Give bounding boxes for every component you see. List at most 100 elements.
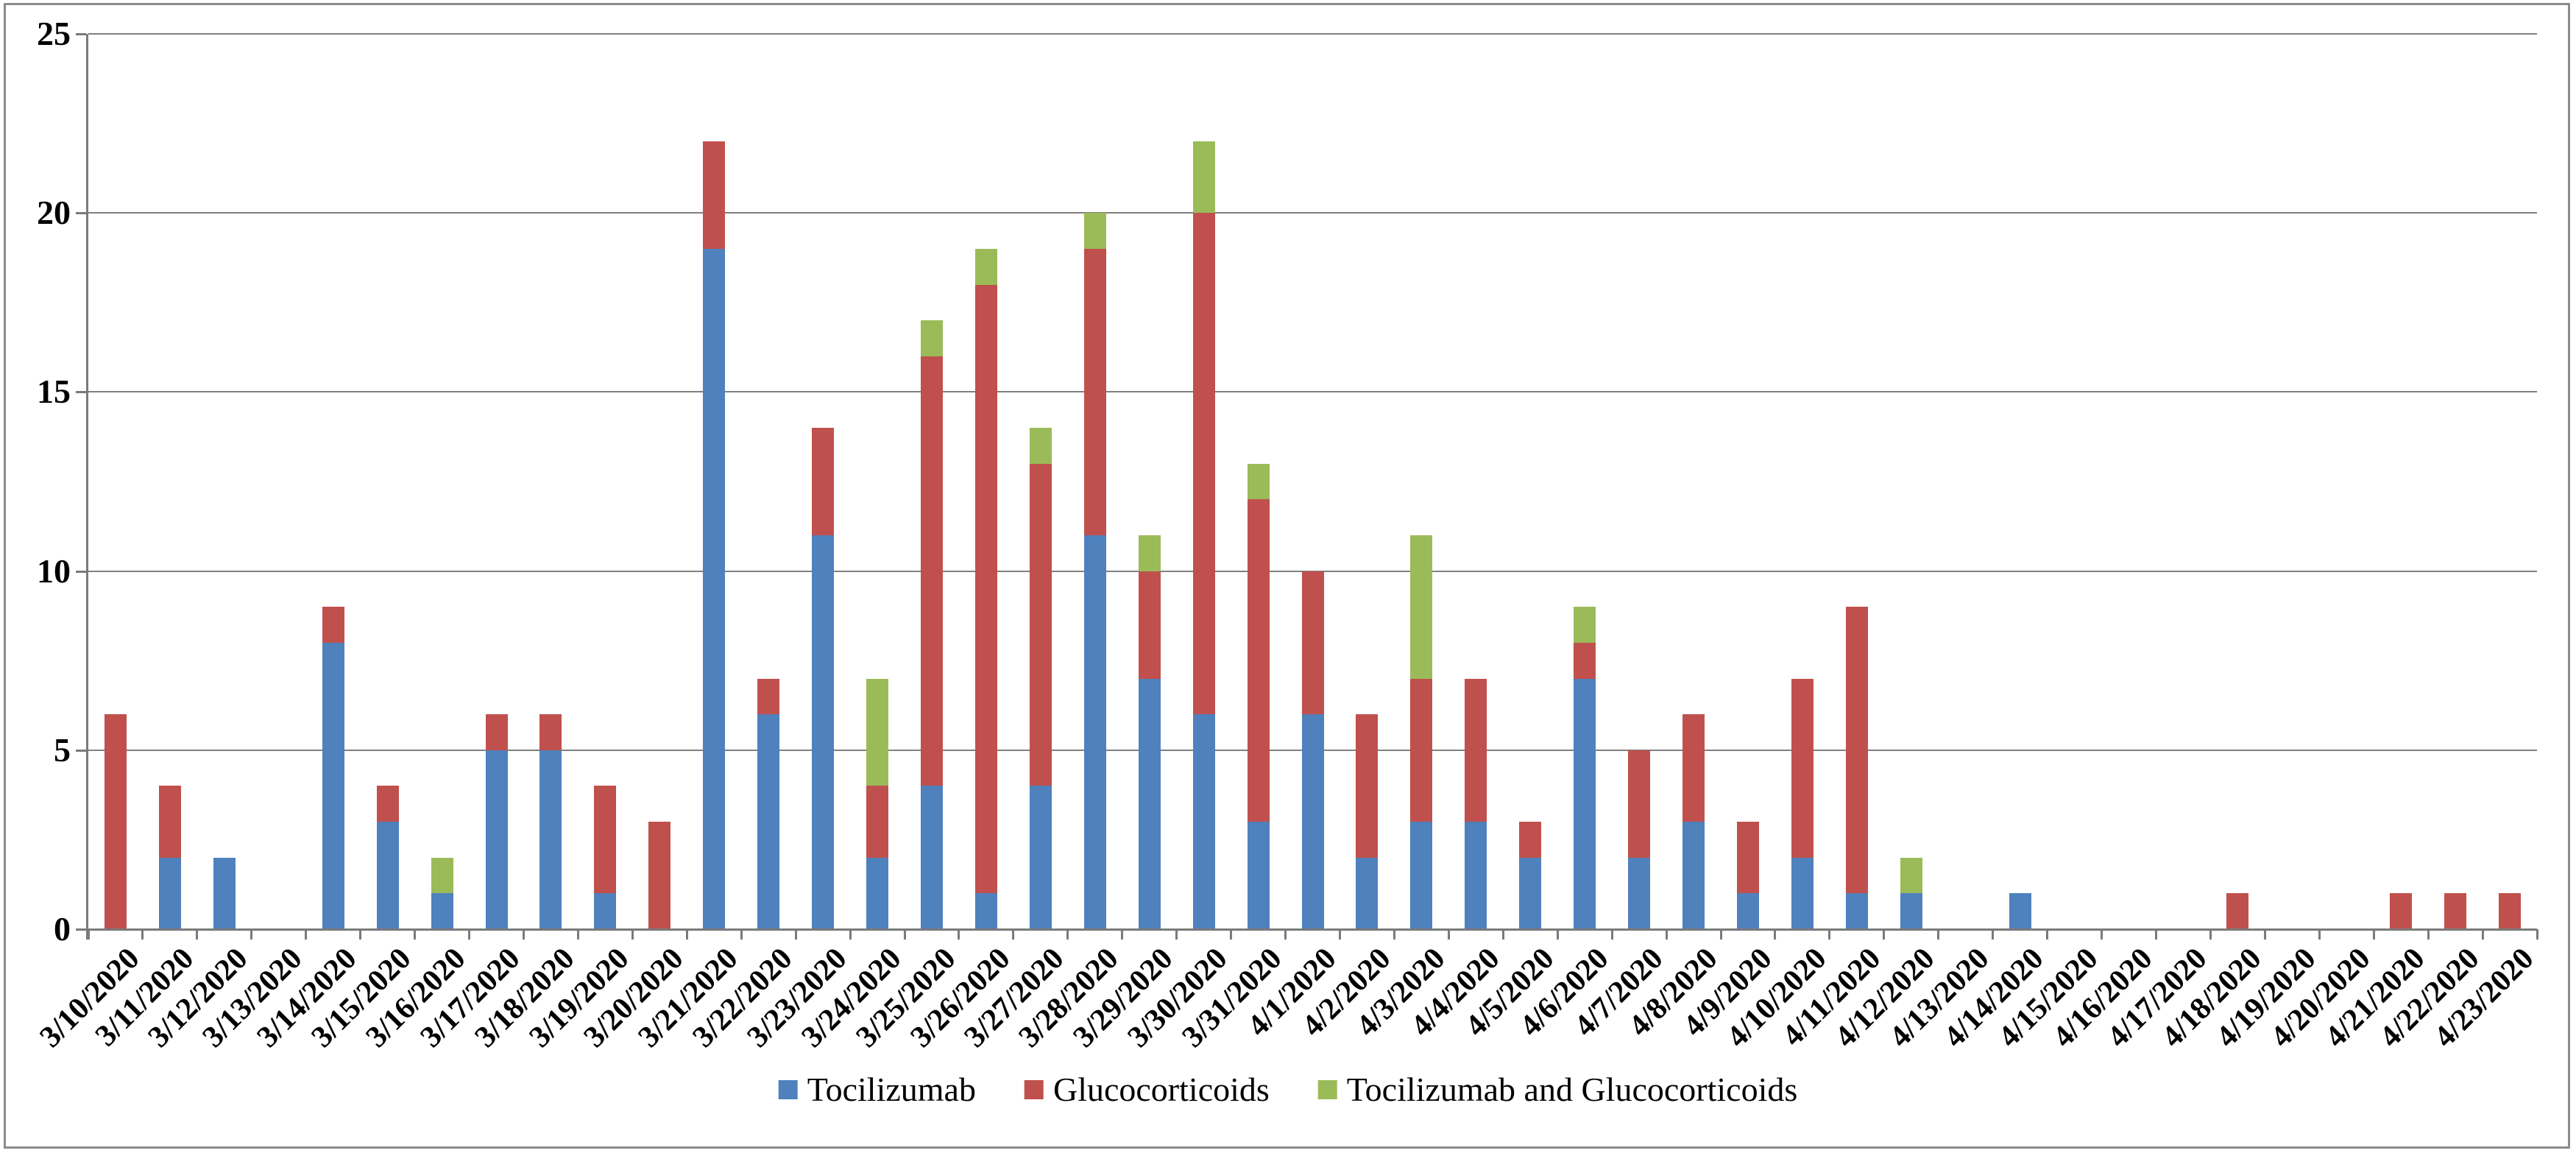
y-axis-tick-20 — [76, 212, 86, 215]
bar-segment-glucocorticoids-4-10-2020 — [1791, 678, 1814, 858]
bar-segment-glucocorticoids-4-5-2020 — [1519, 822, 1542, 858]
legend-item-glucocorticoids: Glucocorticoids — [1024, 1071, 1270, 1108]
x-axis-tick — [522, 929, 525, 940]
legend-label-tocilizumab-and-glucocorticoids: Tocilizumab and Glucocorticoids — [1346, 1071, 1798, 1108]
bar-segment-glucocorticoids-4-22-2020 — [2444, 893, 2467, 929]
bar-segment-tocilizumab-4-10-2020 — [1791, 857, 1814, 929]
bar-segment-tocilizumab-3-30-2020 — [1192, 714, 1215, 929]
gridline-15 — [88, 391, 2537, 393]
bar-segment-glucocorticoids-3-26-2020 — [974, 284, 997, 894]
legend-swatch-tocilizumab — [778, 1080, 798, 1099]
gridline-25 — [88, 33, 2537, 35]
y-axis-label-20: 20 — [37, 194, 71, 232]
bar-segment-tocilizumab-and-glucocorticoids-3-24-2020 — [866, 678, 889, 786]
bar-segment-tocilizumab-and-glucocorticoids-3-28-2020 — [1083, 213, 1106, 249]
bar-segment-glucocorticoids-4-18-2020 — [2226, 893, 2249, 929]
bar-3-26-2020 — [974, 34, 997, 929]
legend-label-tocilizumab: Tocilizumab — [807, 1071, 976, 1108]
bar-3-17-2020 — [485, 34, 508, 929]
bar-4-20-2020 — [2335, 34, 2357, 929]
bar-4-7-2020 — [1628, 34, 1651, 929]
bar-segment-glucocorticoids-4-1-2020 — [1301, 571, 1324, 715]
bar-4-17-2020 — [2172, 34, 2194, 929]
x-axis-tick — [2481, 929, 2484, 940]
legend-swatch-glucocorticoids — [1024, 1080, 1044, 1099]
x-axis-tick — [2263, 929, 2266, 940]
bar-segment-glucocorticoids-4-9-2020 — [1736, 822, 1759, 894]
bar-4-21-2020 — [2390, 34, 2413, 929]
bar-segment-tocilizumab-3-16-2020 — [431, 893, 453, 929]
y-axis-tick-0 — [76, 928, 86, 931]
x-axis-tick — [2318, 929, 2321, 940]
bar-segment-tocilizumab-3-23-2020 — [812, 535, 835, 929]
bar-segment-tocilizumab-and-glucocorticoids-3-30-2020 — [1192, 141, 1215, 214]
y-axis-tick-10 — [76, 570, 86, 573]
x-axis-tick — [903, 929, 906, 940]
bar-4-10-2020 — [1791, 34, 1814, 929]
bar-segment-tocilizumab-3-31-2020 — [1247, 822, 1270, 929]
x-axis-tick — [631, 929, 634, 940]
bar-4-2-2020 — [1356, 34, 1379, 929]
bar-segment-tocilizumab-4-12-2020 — [1900, 893, 1922, 929]
x-axis-tick — [849, 929, 852, 940]
x-axis-tick — [87, 929, 90, 940]
bar-segment-tocilizumab-and-glucocorticoids-4-6-2020 — [1574, 607, 1596, 643]
x-axis-tick — [1828, 929, 1831, 940]
x-axis-tick — [1066, 929, 1069, 940]
bar-3-20-2020 — [648, 34, 671, 929]
bar-segment-glucocorticoids-4-6-2020 — [1574, 642, 1596, 679]
bar-segment-tocilizumab-4-2-2020 — [1356, 857, 1379, 929]
bar-segment-tocilizumab-4-8-2020 — [1682, 822, 1705, 929]
legend-item-tocilizumab-and-glucocorticoids: Tocilizumab and Glucocorticoids — [1317, 1071, 1798, 1108]
bar-3-23-2020 — [812, 34, 835, 929]
x-axis-tick — [740, 929, 743, 940]
bar-segment-tocilizumab-and-glucocorticoids-4-3-2020 — [1410, 535, 1433, 679]
bar-segment-tocilizumab-3-24-2020 — [866, 857, 889, 929]
bar-segment-tocilizumab-and-glucocorticoids-3-26-2020 — [974, 248, 997, 285]
bar-4-9-2020 — [1736, 34, 1759, 929]
bar-segment-tocilizumab-4-11-2020 — [1845, 893, 1868, 929]
y-axis-tick-15 — [76, 391, 86, 394]
bar-segment-glucocorticoids-4-2-2020 — [1356, 714, 1379, 858]
x-axis-tick — [2427, 929, 2430, 940]
bar-segment-glucocorticoids-3-17-2020 — [485, 714, 508, 750]
bar-segment-glucocorticoids-3-15-2020 — [376, 786, 399, 822]
x-axis-tick — [1992, 929, 1995, 940]
x-axis-tick — [1284, 929, 1287, 940]
y-axis-tick-25 — [76, 33, 86, 35]
bar-segment-glucocorticoids-4-7-2020 — [1628, 750, 1651, 858]
bar-segment-glucocorticoids-3-23-2020 — [812, 428, 835, 535]
x-axis-tick — [468, 929, 471, 940]
bar-3-16-2020 — [431, 34, 453, 929]
legend-swatch-tocilizumab-and-glucocorticoids — [1317, 1080, 1337, 1099]
bar-segment-tocilizumab-4-5-2020 — [1519, 857, 1542, 929]
bar-segment-tocilizumab-3-17-2020 — [485, 750, 508, 929]
bar-segment-tocilizumab-and-glucocorticoids-3-29-2020 — [1138, 535, 1161, 571]
bar-segment-tocilizumab-and-glucocorticoids-3-27-2020 — [1029, 428, 1052, 464]
bar-segment-tocilizumab-and-glucocorticoids-4-12-2020 — [1900, 857, 1922, 894]
legend-label-glucocorticoids: Glucocorticoids — [1052, 1071, 1270, 1108]
bar-segment-tocilizumab-3-25-2020 — [920, 786, 943, 929]
bar-4-3-2020 — [1410, 34, 1433, 929]
bar-segment-tocilizumab-4-1-2020 — [1301, 714, 1324, 929]
bar-3-19-2020 — [594, 34, 617, 929]
x-axis-tick — [305, 929, 308, 940]
bar-segment-glucocorticoids-3-31-2020 — [1247, 499, 1270, 822]
bar-segment-glucocorticoids-3-25-2020 — [920, 356, 943, 786]
x-axis-tick — [1393, 929, 1395, 940]
x-axis-tick — [2046, 929, 2049, 940]
x-axis-tick — [1338, 929, 1341, 940]
x-axis-tick — [1447, 929, 1450, 940]
bar-4-16-2020 — [2118, 34, 2140, 929]
x-axis-tick — [141, 929, 144, 940]
bar-segment-glucocorticoids-3-29-2020 — [1138, 571, 1161, 679]
y-axis-line — [86, 34, 88, 940]
bar-3-11-2020 — [158, 34, 181, 929]
bar-3-18-2020 — [539, 34, 562, 929]
bar-3-31-2020 — [1247, 34, 1270, 929]
bar-3-27-2020 — [1029, 34, 1052, 929]
x-axis-tick — [1883, 929, 1886, 940]
bar-segment-glucocorticoids-4-3-2020 — [1410, 678, 1433, 822]
bar-4-12-2020 — [1900, 34, 1922, 929]
bar-4-19-2020 — [2281, 34, 2303, 929]
